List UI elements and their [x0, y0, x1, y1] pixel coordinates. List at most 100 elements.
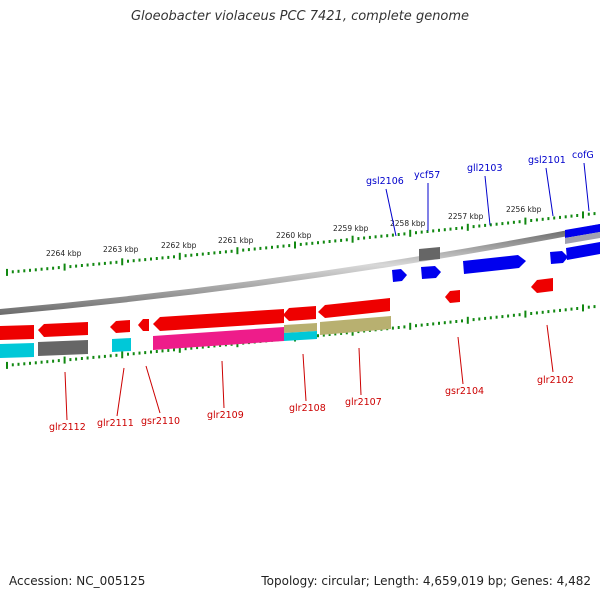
minor-tick — [512, 313, 515, 317]
gene-label-gsl2106[interactable]: gsl2106 — [366, 176, 404, 187]
minor-tick — [432, 229, 435, 233]
minor-tick — [201, 252, 204, 256]
major-tick — [63, 356, 66, 364]
gene-label-gsr2104[interactable]: gsr2104 — [445, 386, 484, 397]
leader-line — [484, 175, 491, 226]
cog-box-cofG-grey — [565, 232, 600, 244]
gene-label-ycf57[interactable]: ycf57 — [414, 170, 440, 181]
forward-gene-labels: gsl2106 ycf57 gll2103 gsl2101 cofG — [366, 150, 594, 187]
genome-backbone — [0, 224, 600, 315]
gene-arrow-glr2111[interactable] — [110, 320, 130, 333]
minor-tick — [535, 218, 538, 222]
gene-label-glr2111[interactable]: glr2111 — [97, 418, 134, 429]
minor-tick — [403, 325, 406, 329]
minor-tick — [587, 305, 590, 309]
minor-tick — [288, 244, 291, 248]
minor-tick — [495, 222, 498, 226]
minor-tick — [449, 320, 452, 324]
minor-tick — [150, 350, 152, 354]
minor-tick — [455, 320, 458, 323]
leader-line — [358, 347, 362, 396]
gene-arrow-cofG[interactable] — [566, 242, 600, 260]
minor-tick — [443, 228, 446, 232]
minor-tick — [484, 223, 487, 227]
minor-tick — [17, 362, 20, 366]
minor-tick — [127, 352, 129, 356]
minor-tick — [184, 254, 187, 258]
gene-arrow-ycf57[interactable] — [421, 266, 441, 279]
gene-label-gsl2101[interactable]: gsl2101 — [528, 155, 566, 166]
minor-tick — [340, 238, 343, 242]
minor-tick — [530, 312, 533, 315]
gene-label-gll2103[interactable]: gll2103 — [467, 163, 503, 174]
minor-tick — [132, 352, 135, 356]
minor-tick — [98, 355, 101, 359]
outer-tick-track — [6, 211, 596, 276]
minor-tick — [40, 267, 43, 271]
minor-tick — [11, 270, 14, 274]
gene-arrow-gll2103[interactable] — [463, 255, 526, 274]
minor-tick — [501, 222, 504, 226]
minor-tick — [184, 347, 187, 351]
minor-tick — [386, 234, 389, 238]
minor-tick — [299, 242, 302, 246]
minor-tick — [17, 269, 20, 273]
minor-tick — [127, 259, 129, 263]
minor-tick — [69, 265, 72, 269]
gene-label-cofG[interactable]: cofG — [572, 150, 594, 161]
minor-tick — [345, 238, 348, 242]
gene-arrow-gsr2110[interactable] — [138, 319, 149, 331]
gene-label-glr2102[interactable]: glr2102 — [537, 375, 574, 386]
kbp-label: 2262 kbp — [161, 241, 197, 250]
gene-label-glr2112[interactable]: glr2112 — [49, 422, 86, 433]
minor-tick — [570, 214, 573, 218]
cog-boxes — [0, 316, 391, 358]
minor-tick — [52, 266, 55, 270]
gene-arrow-gsl2106[interactable] — [392, 269, 407, 282]
minor-tick — [34, 361, 37, 365]
gene-arrow-glr2109[interactable] — [153, 309, 284, 331]
minor-tick — [334, 239, 337, 243]
minor-tick — [34, 268, 37, 272]
minor-tick — [357, 237, 360, 241]
gene-label-glr2108[interactable]: glr2108 — [289, 403, 326, 414]
major-tick — [409, 229, 412, 237]
minor-tick — [501, 315, 504, 319]
minor-tick — [415, 324, 417, 328]
gene-arrow-glr2108[interactable] — [283, 306, 316, 321]
kbp-label: 2259 kbp — [333, 224, 369, 233]
cog-box — [284, 323, 317, 333]
minor-tick — [478, 224, 481, 228]
minor-tick — [207, 252, 210, 255]
gene-label-glr2107[interactable]: glr2107 — [345, 397, 382, 408]
minor-tick — [443, 321, 446, 325]
leader-line — [145, 365, 161, 414]
minor-tick — [391, 326, 394, 330]
gene-label-gsr2110[interactable]: gsr2110 — [141, 416, 180, 427]
minor-tick — [576, 307, 579, 310]
major-tick — [582, 304, 584, 312]
major-tick — [121, 258, 124, 266]
minor-tick — [144, 258, 147, 262]
minor-tick — [461, 226, 463, 230]
leader-line — [546, 324, 554, 373]
minor-tick — [207, 345, 210, 348]
gene-arrow-glr2102[interactable] — [531, 278, 553, 293]
gene-label-glr2109[interactable]: glr2109 — [207, 410, 244, 421]
minor-tick — [478, 317, 481, 321]
gene-arrow-glr2112a[interactable] — [0, 325, 34, 340]
minor-tick — [426, 230, 429, 233]
minor-tick — [196, 346, 199, 350]
minor-tick — [242, 248, 245, 252]
major-tick — [524, 310, 527, 318]
gene-arrow-gsl2101[interactable] — [550, 251, 568, 264]
leader-line — [385, 188, 397, 237]
minor-tick — [173, 348, 175, 352]
gene-arrow-gsr2104[interactable] — [445, 290, 460, 303]
minor-tick — [593, 212, 596, 216]
gene-arrow-glr2107[interactable] — [318, 298, 390, 318]
minor-tick — [380, 234, 383, 238]
minor-tick — [334, 332, 337, 336]
gene-arrow-glr2112[interactable] — [38, 322, 88, 337]
minor-tick — [161, 349, 164, 353]
